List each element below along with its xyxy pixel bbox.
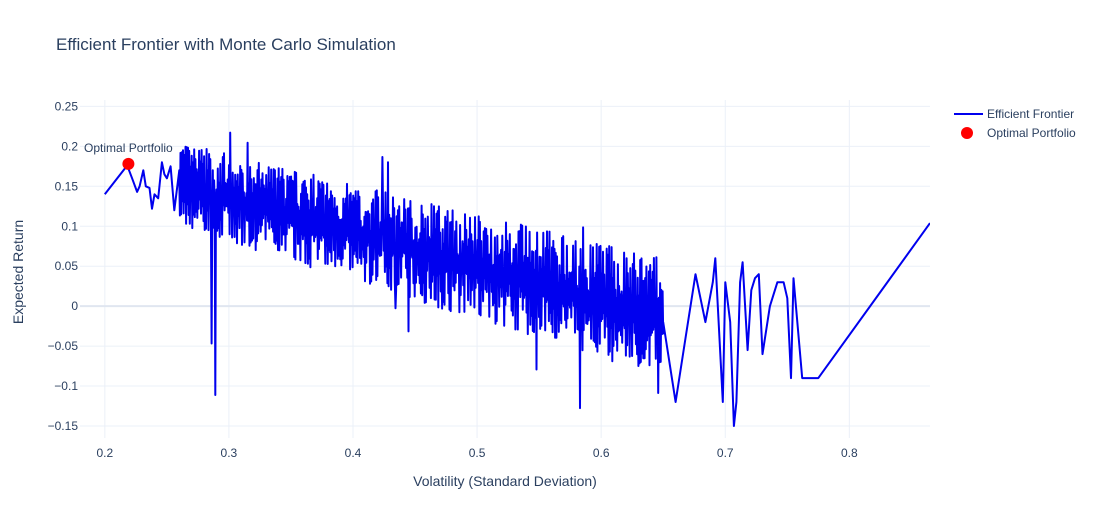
x-tick-label: 0.5 xyxy=(469,446,486,460)
optimal-portfolio-annotation: Optimal Portfolio xyxy=(84,141,173,155)
y-tick-label: 0.2 xyxy=(61,139,78,153)
efficient-frontier-line xyxy=(104,131,930,427)
y-tick-label: −0.15 xyxy=(48,419,79,433)
x-tick-label: 0.2 xyxy=(96,446,113,460)
y-tick-label: 0.25 xyxy=(55,99,79,113)
x-tick-label: 0.8 xyxy=(841,446,858,460)
chart-title: Efficient Frontier with Monte Carlo Simu… xyxy=(56,35,396,54)
y-tick-label: 0 xyxy=(71,299,78,313)
y-tick-label: −0.1 xyxy=(54,379,78,393)
x-axis-ticks: 0.2 0.3 0.4 0.5 0.6 0.7 0.8 xyxy=(96,446,858,460)
y-tick-label: 0.05 xyxy=(55,259,79,273)
x-tick-label: 0.7 xyxy=(717,446,734,460)
legend-label-efficient-frontier: Efficient Frontier xyxy=(987,107,1074,121)
y-tick-label: 0.1 xyxy=(61,219,78,233)
y-axis-ticks: −0.15 −0.1 −0.05 0 0.05 0.1 0.15 0.2 0.25 xyxy=(48,99,79,433)
legend-item-optimal-portfolio[interactable]: Optimal Portfolio xyxy=(961,126,1076,140)
legend-marker-swatch xyxy=(961,127,973,139)
y-tick-label: −0.05 xyxy=(48,339,79,353)
legend-item-efficient-frontier[interactable]: Efficient Frontier xyxy=(954,107,1074,121)
x-tick-label: 0.4 xyxy=(345,446,362,460)
legend: Efficient Frontier Optimal Portfolio xyxy=(954,107,1076,140)
x-axis-title: Volatility (Standard Deviation) xyxy=(413,473,597,489)
y-axis-title: Expected Return xyxy=(10,220,26,324)
legend-label-optimal-portfolio: Optimal Portfolio xyxy=(987,126,1076,140)
optimal-portfolio-marker xyxy=(122,157,135,170)
x-tick-label: 0.6 xyxy=(593,446,610,460)
x-tick-label: 0.3 xyxy=(221,446,238,460)
plot-area: Optimal Portfolio xyxy=(84,131,930,427)
y-tick-label: 0.15 xyxy=(55,179,79,193)
